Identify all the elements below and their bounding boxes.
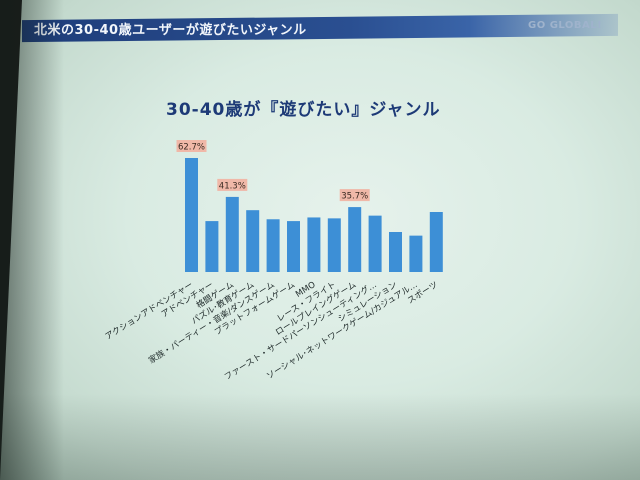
category-label-0: アクションアドベンチャー	[104, 280, 195, 342]
category-label-group: アクションアドベンチャーアドベンチャー格闘ゲームパズル･教育ゲーム家族・パーティ…	[104, 279, 440, 382]
data-label-text: 41.3%	[219, 181, 246, 191]
bar-10	[389, 232, 402, 272]
bar-7	[327, 218, 341, 272]
bar-11	[409, 235, 423, 272]
bar-group	[185, 158, 443, 272]
data-label-text: 62.7%	[178, 143, 205, 153]
data-label-8: 35.7%	[339, 189, 370, 202]
data-label-2: 41.3%	[217, 178, 248, 191]
data-label-text: 35.7%	[341, 192, 368, 202]
bar-0	[185, 158, 198, 272]
bar-2	[225, 196, 239, 272]
bar-1	[205, 221, 219, 272]
bar-4	[266, 219, 280, 272]
bar-3	[246, 210, 260, 272]
bar-8	[348, 207, 362, 272]
bar-5	[287, 221, 300, 272]
data-label-0: 62.7%	[176, 140, 207, 153]
bar-9	[368, 215, 382, 272]
data-label-group: 62.7% 41.3% 35.7%	[176, 140, 370, 202]
bar-6	[307, 217, 321, 272]
bar-12	[429, 212, 443, 272]
